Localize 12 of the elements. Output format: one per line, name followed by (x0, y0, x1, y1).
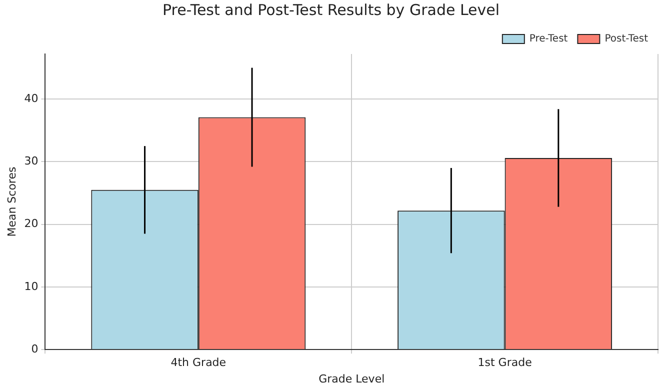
legend-label: Post-Test (604, 34, 648, 45)
y-axis-title: Mean Scores (5, 166, 18, 237)
y-tick-label: 20 (24, 217, 38, 230)
chart-title: Pre-Test and Post-Test Results by Grade Level (162, 0, 500, 19)
y-tick-label: 30 (24, 154, 38, 168)
x-axis-title: Grade Level (318, 372, 385, 386)
x-tick-label: 4th Grade (170, 356, 226, 370)
legend-label: Pre-Test (529, 34, 568, 45)
y-tick-label: 10 (24, 280, 38, 293)
y-tick-label: 40 (24, 92, 38, 105)
x-tick-label: 1st Grade (478, 356, 532, 370)
y-tick-label: 0 (31, 342, 38, 356)
